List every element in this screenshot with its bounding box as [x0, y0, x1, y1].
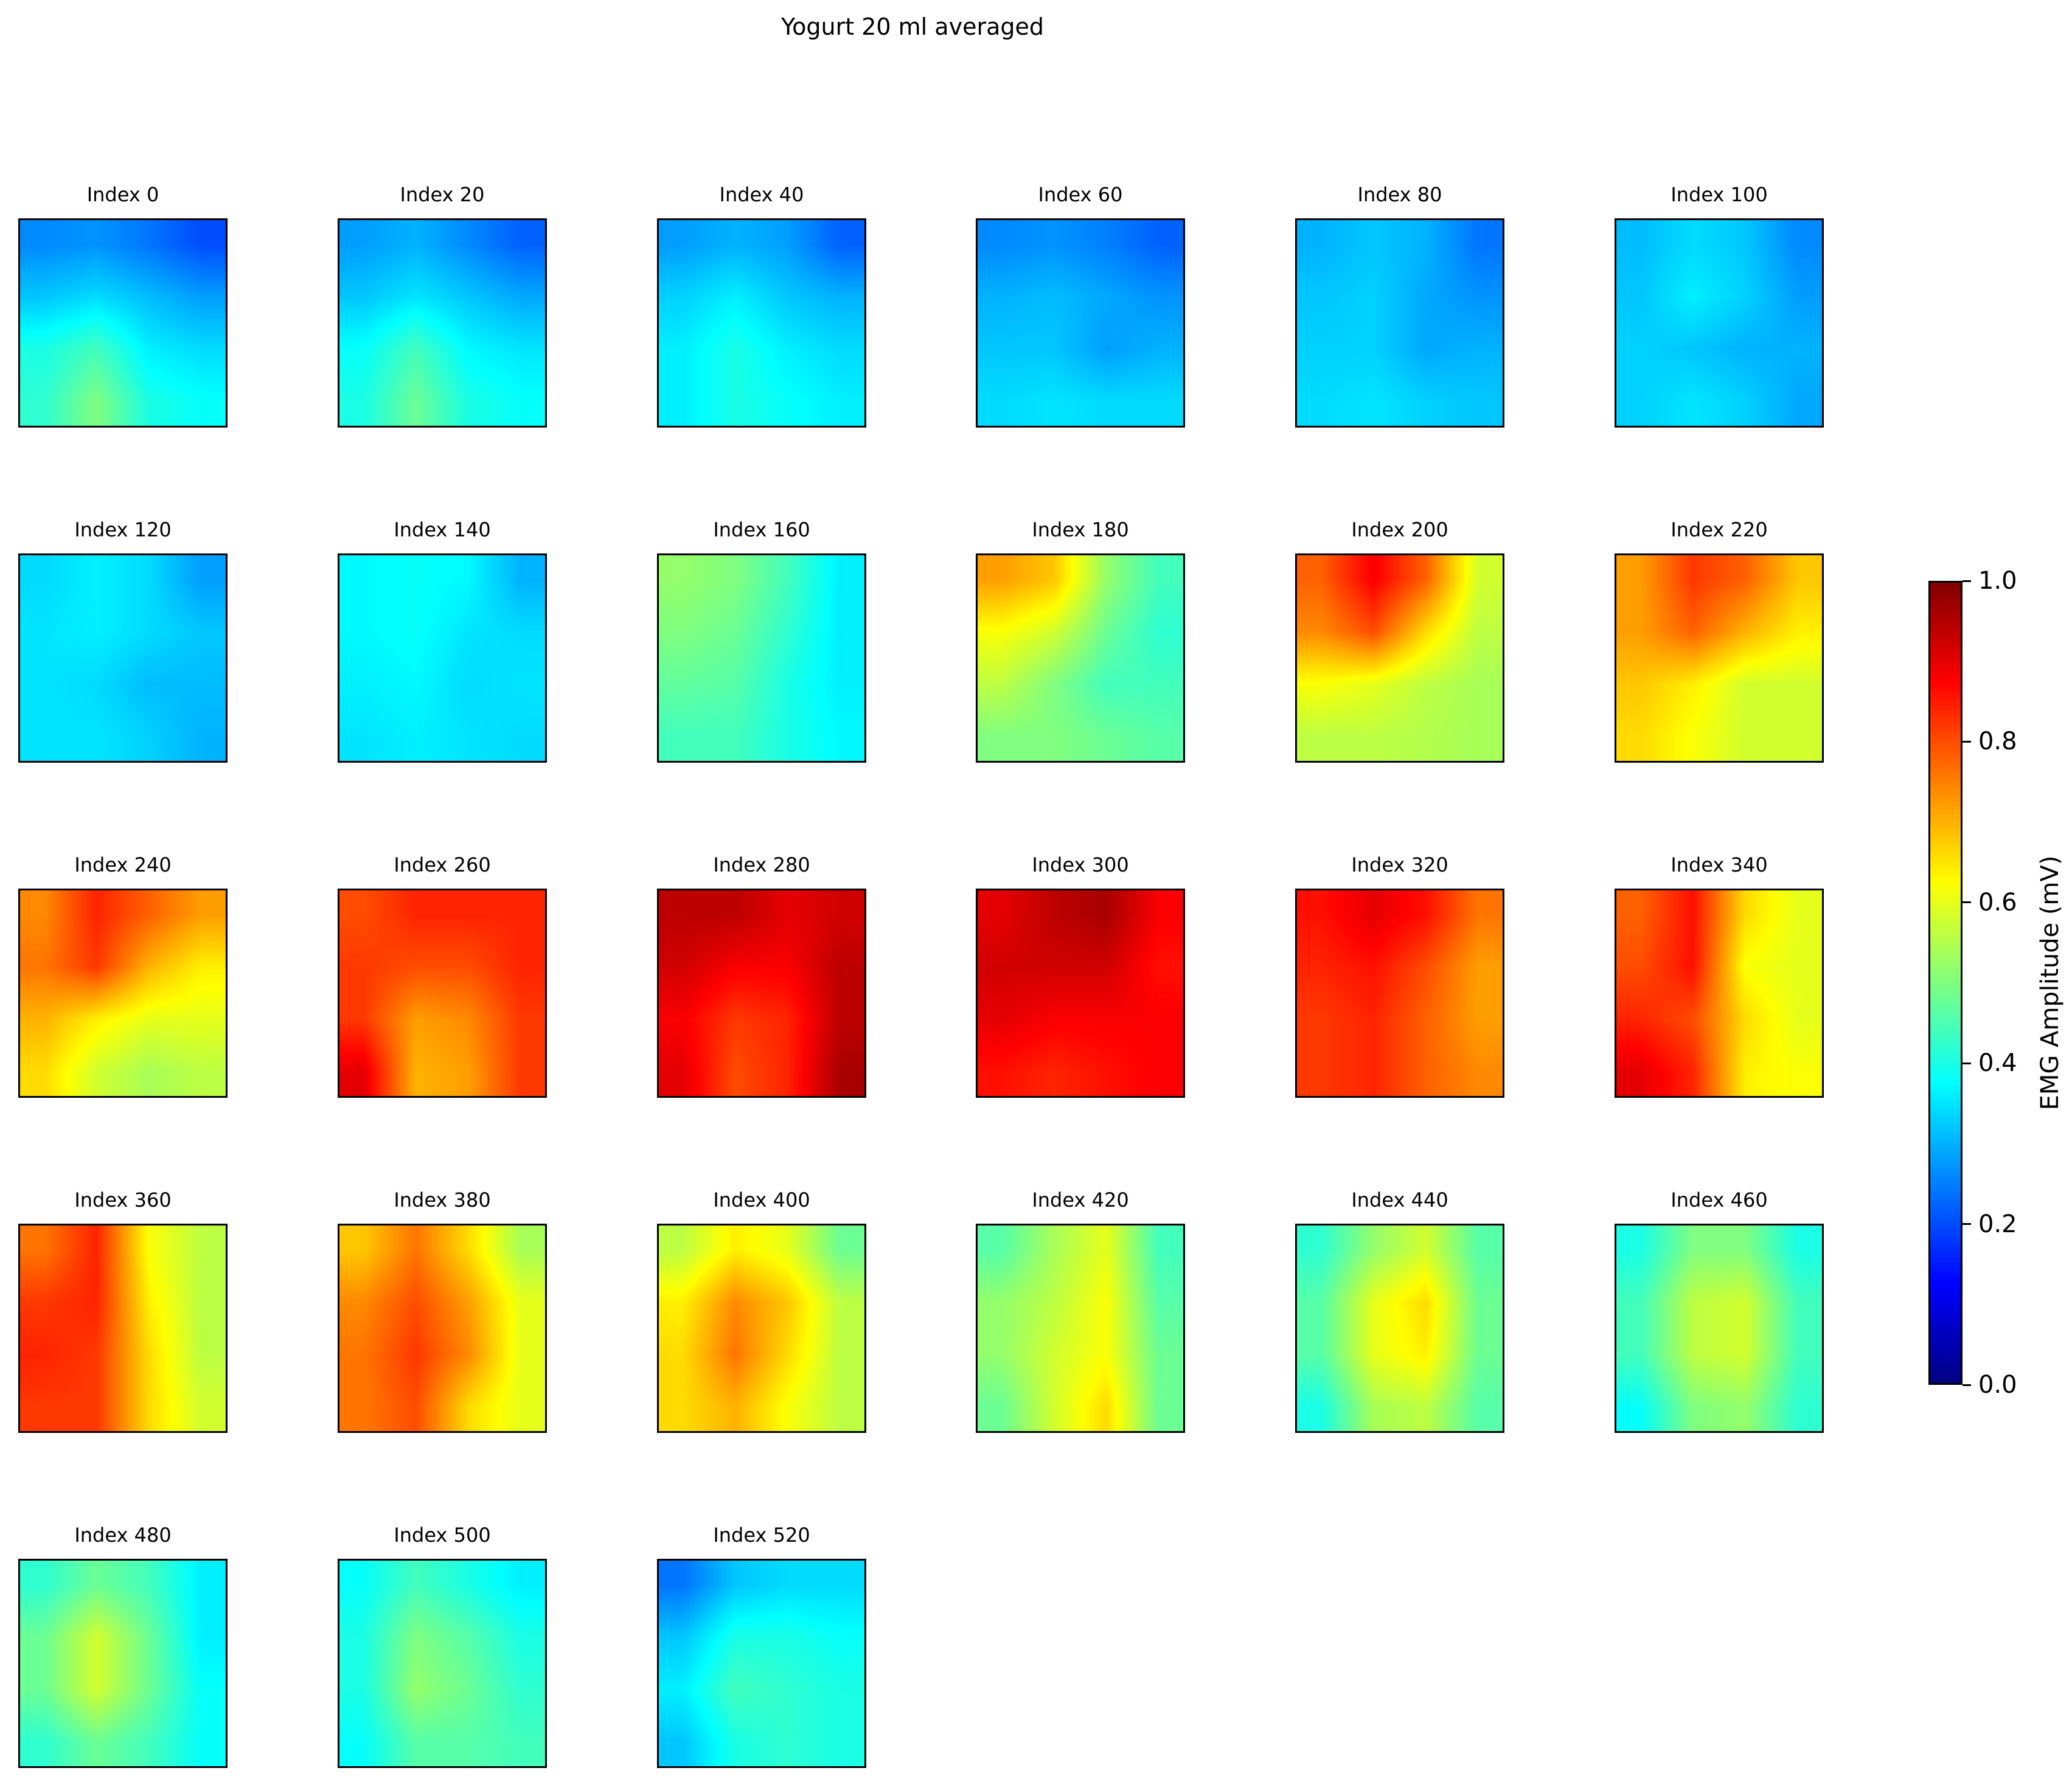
- heatmap-panel: Index 480: [18, 1524, 228, 1768]
- panel-title: Index 300: [1032, 853, 1129, 876]
- panel-title: Index 280: [713, 853, 810, 876]
- panel-title: Index 240: [74, 853, 172, 876]
- heatmap-panel: Index 260: [338, 853, 547, 1098]
- heatmap-panel: Index 520: [657, 1524, 866, 1768]
- heatmap-panel: Index 200: [1295, 518, 1504, 763]
- panel-title: Index 60: [1038, 183, 1123, 206]
- colorbar-tick-label: 0.2: [1978, 1210, 2017, 1238]
- colorbar-tick: [1962, 1384, 1971, 1386]
- colorbar-tick-label: 0.8: [1978, 727, 2017, 756]
- colorbar-gradient: [1928, 581, 1962, 1385]
- heatmap-image: [18, 1224, 228, 1433]
- heatmap-image: [976, 889, 1185, 1098]
- colorbar-label: EMG Amplitude (mV): [2036, 855, 2064, 1111]
- heatmap-image: [1615, 218, 1824, 428]
- panel-title: Index 320: [1351, 853, 1448, 876]
- panel-title: Index 400: [713, 1188, 810, 1212]
- heatmap-image: [657, 218, 866, 428]
- heatmap-panel: Index 240: [18, 853, 228, 1098]
- colorbar-tick-label: 0.4: [1978, 1049, 2017, 1078]
- heatmap-image: [1295, 889, 1504, 1098]
- panel-title: Index 480: [74, 1524, 172, 1547]
- heatmap-image: [657, 889, 866, 1098]
- heatmap-image: [976, 553, 1185, 763]
- heatmap-panel: Index 60: [976, 183, 1185, 428]
- heatmap-panel: Index 340: [1615, 853, 1824, 1098]
- colorbar-tick-label: 0.0: [1978, 1371, 2017, 1399]
- panel-title: Index 40: [719, 183, 804, 206]
- panel-title: Index 360: [74, 1188, 172, 1212]
- panel-title: Index 120: [74, 518, 172, 541]
- heatmap-image: [338, 889, 547, 1098]
- panel-title: Index 180: [1032, 518, 1129, 541]
- heatmap-image: [976, 1224, 1185, 1433]
- figure-title: Yogurt 20 ml averaged: [781, 13, 1044, 40]
- colorbar-tick-label: 1.0: [1978, 567, 2017, 595]
- panel-title: Index 140: [394, 518, 491, 541]
- heatmap-panel: Index 20: [338, 183, 547, 428]
- panel-title: Index 100: [1670, 183, 1768, 206]
- heatmap-image: [18, 889, 228, 1098]
- heatmap-panel: Index 220: [1615, 518, 1824, 763]
- heatmap-panel: Index 500: [338, 1524, 547, 1768]
- heatmap-panel: Index 420: [976, 1188, 1185, 1433]
- heatmap-panel: Index 100: [1615, 183, 1824, 428]
- panel-title: Index 200: [1351, 518, 1448, 541]
- panel-title: Index 80: [1357, 183, 1442, 206]
- colorbar-tick: [1962, 740, 1971, 743]
- panel-title: Index 220: [1670, 518, 1768, 541]
- colorbar: 0.0 0.2 0.4 0.6 0.8 1.0: [1928, 569, 2017, 1397]
- panel-title: Index 460: [1670, 1188, 1768, 1212]
- heatmap-image: [338, 1559, 547, 1768]
- heatmap-image: [18, 1559, 228, 1768]
- heatmap-panel: Index 360: [18, 1188, 228, 1433]
- heatmap-image: [1615, 553, 1824, 763]
- heatmap-panel: Index 80: [1295, 183, 1504, 428]
- heatmap-panel: Index 460: [1615, 1188, 1824, 1433]
- panel-title: Index 260: [394, 853, 491, 876]
- panel-title: Index 420: [1032, 1188, 1129, 1212]
- panel-title: Index 0: [86, 183, 159, 206]
- panel-title: Index 520: [713, 1524, 810, 1547]
- heatmap-panel: Index 0: [18, 183, 228, 428]
- heatmap-panel: Index 320: [1295, 853, 1504, 1098]
- panel-title: Index 440: [1351, 1188, 1448, 1212]
- heatmap-panel: Index 140: [338, 518, 547, 763]
- heatmap-image: [338, 1224, 547, 1433]
- heatmap-image: [976, 218, 1185, 428]
- panel-title: Index 340: [1670, 853, 1768, 876]
- heatmap-image: [657, 1224, 866, 1433]
- heatmap-panel: Index 440: [1295, 1188, 1504, 1433]
- heatmap-panel: Index 180: [976, 518, 1185, 763]
- colorbar-tick: [1962, 1062, 1971, 1064]
- heatmap-panel: Index 380: [338, 1188, 547, 1433]
- heatmap-image: [338, 553, 547, 763]
- panel-title: Index 500: [394, 1524, 491, 1547]
- heatmap-panel: Index 160: [657, 518, 866, 763]
- heatmap-panel: Index 120: [18, 518, 228, 763]
- heatmap-panel: Index 400: [657, 1188, 866, 1433]
- colorbar-tick-label: 0.6: [1978, 888, 2017, 917]
- heatmap-image: [1615, 889, 1824, 1098]
- heatmap-image: [1295, 218, 1504, 428]
- colorbar-frame: [1928, 581, 1962, 1385]
- colorbar-tick: [1962, 1223, 1971, 1226]
- heatmap-image: [1295, 1224, 1504, 1433]
- heatmap-image: [18, 553, 228, 763]
- heatmap-panel: Index 300: [976, 853, 1185, 1098]
- heatmap-panel: Index 280: [657, 853, 866, 1098]
- heatmap-panel: Index 40: [657, 183, 866, 428]
- heatmap-image: [338, 218, 547, 428]
- heatmap-image: [657, 553, 866, 763]
- panel-title: Index 160: [713, 518, 810, 541]
- panel-title: Index 380: [394, 1188, 491, 1212]
- heatmap-image: [1615, 1224, 1824, 1433]
- colorbar-tick: [1962, 580, 1971, 582]
- heatmap-image: [657, 1559, 866, 1768]
- heatmap-image: [1295, 553, 1504, 763]
- panel-title: Index 20: [400, 183, 485, 206]
- colorbar-tick: [1962, 901, 1971, 904]
- heatmap-image: [18, 218, 228, 428]
